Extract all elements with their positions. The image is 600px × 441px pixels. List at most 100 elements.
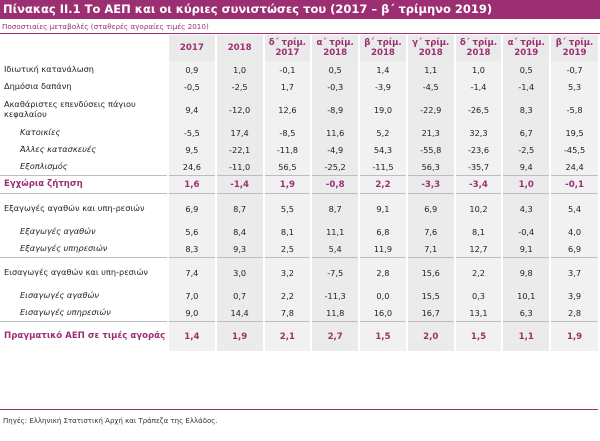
- table-cell: 2,8: [358, 257, 407, 287]
- table-cell: 8,3: [501, 95, 551, 124]
- table-cell: 1,1: [405, 61, 455, 78]
- table-cell: 1,5: [453, 321, 503, 351]
- row-label: Πραγματικό ΑΕΠ σε τιμές αγοράς: [0, 321, 168, 351]
- table-cell: 9,5: [167, 141, 216, 158]
- table-cell: 9,1: [501, 240, 551, 258]
- table-cell: 2,2: [358, 175, 407, 194]
- table-cell: -7,5: [310, 257, 360, 287]
- table-cell: -55,8: [405, 141, 455, 158]
- table-cell: -4,5: [405, 78, 455, 95]
- table-cell: 19,5: [549, 124, 598, 141]
- row-label: Εισαγωγές υπηρεσιών: [20, 306, 111, 317]
- table-cell: 12,6: [262, 95, 312, 124]
- table-cell: 12,7: [453, 240, 503, 258]
- table-cell: 9,3: [214, 240, 264, 258]
- table-cell: -0,7: [549, 61, 598, 78]
- table-cell: -5,8: [549, 95, 598, 124]
- table-cell: 7,6: [405, 223, 455, 240]
- row-label: Εξαγωγές αγαθών και υπη-ρεσιών: [0, 193, 168, 223]
- table-cell: 1,0: [501, 175, 551, 194]
- table-cell: -3,9: [358, 78, 407, 95]
- column-header: α΄ τρίμ. 2018: [310, 35, 360, 61]
- table-cell: 24,6: [167, 158, 216, 176]
- table-cell: -45,5: [549, 141, 598, 158]
- table-cell: 3,9: [549, 287, 598, 304]
- table-cell: 1,4: [358, 61, 407, 78]
- table-cell: 7,4: [167, 257, 216, 287]
- table-row: Εγχώρια ζήτηση 1,6 -1,4 1,9 -0,8 2,2 -3,3 -3,4 1…: [0, 175, 598, 194]
- table-cell: 7,0: [167, 287, 216, 304]
- table-cell: 1,4: [167, 321, 216, 351]
- column-header: α΄ τρίμ. 2019: [501, 35, 551, 61]
- table-cell: -1,4: [453, 78, 503, 95]
- table-cell: 16,0: [358, 304, 407, 322]
- table-row: Εξαγωγές υπηρεσιών 8,3 9,3 2,5 5,4 11,9 7,1 12,…: [0, 240, 598, 258]
- table-cell: -0,5: [167, 78, 216, 95]
- row-label: Εισαγωγές αγαθών και υπη-ρεσιών: [0, 257, 168, 287]
- table-cell: 8,1: [453, 223, 503, 240]
- table-cell: 9,4: [167, 95, 216, 124]
- table-cell: 11,8: [310, 304, 360, 322]
- table-row: Εξαγωγές αγαθών 5,6 8,4 8,1 11,1 6,8 7,6 8,1 -0,…: [0, 223, 598, 240]
- table-cell: -35,7: [453, 158, 503, 176]
- table-cell: -8,9: [310, 95, 360, 124]
- table-cell: 13,1: [453, 304, 503, 322]
- table-cell: 0,5: [310, 61, 360, 78]
- table-cell: -2,5: [214, 78, 264, 95]
- table-cell: 0,0: [358, 287, 407, 304]
- table-cell: -3,3: [405, 175, 455, 194]
- table-cell: 15,6: [405, 257, 455, 287]
- table-cell: 0,3: [453, 287, 503, 304]
- table-cell: 54,3: [358, 141, 407, 158]
- table-subtitle: Ποσοστιαίες μεταβολές (σταθερές αγοραίες…: [2, 22, 209, 31]
- table-row: Πραγματικό ΑΕΠ σε τιμές αγοράς 1,4 1,9 2,1 2…: [0, 321, 598, 351]
- table-cell: -2,5: [501, 141, 551, 158]
- table-cell: 11,6: [310, 124, 360, 141]
- table-cell: -23,6: [453, 141, 503, 158]
- bottom-divider: [0, 409, 598, 410]
- table-cell: 2,8: [549, 304, 598, 322]
- table-cell: -11,5: [358, 158, 407, 176]
- table-cell: 16,7: [405, 304, 455, 322]
- table-row: Εξαγωγές αγαθών και υπη-ρεσιών 6,9 8,7 5,5 8…: [0, 193, 598, 223]
- column-header: β΄ τρίμ. 2018: [358, 35, 407, 61]
- table-cell: -11,8: [262, 141, 312, 158]
- table-cell: 5,4: [549, 193, 598, 223]
- table-cell: 1,1: [501, 321, 551, 351]
- table-cell: 2,1: [262, 321, 312, 351]
- table-cell: 6,3: [501, 304, 551, 322]
- column-header: 2018: [214, 35, 264, 61]
- table-cell: 6,9: [167, 193, 216, 223]
- table-row: Εισαγωγές αγαθών και υπη-ρεσιών 7,4 3,0 3,2…: [0, 257, 598, 287]
- table-cell: -22,9: [405, 95, 455, 124]
- table-cell: 8,4: [214, 223, 264, 240]
- table-cell: 0,9: [167, 61, 216, 78]
- table-cell: 8,7: [214, 193, 264, 223]
- table-cell: 2,2: [262, 287, 312, 304]
- table-cell: -1,4: [501, 78, 551, 95]
- table-cell: 1,7: [262, 78, 312, 95]
- column-header: δ΄ τρίμ. 2017: [262, 35, 312, 61]
- column-header: δ΄ τρίμ. 2018: [453, 35, 503, 61]
- table-cell: 1,6: [167, 175, 216, 194]
- table-cell: -5,5: [167, 124, 216, 141]
- table-row: Εισαγωγές αγαθών 7,0 0,7 2,2 -11,3 0,0 15,5 0,3…: [0, 287, 598, 304]
- table-cell: -11,3: [310, 287, 360, 304]
- table-cell: 19,0: [358, 95, 407, 124]
- table-cell: 1,0: [214, 61, 264, 78]
- table-cell: 15,5: [405, 287, 455, 304]
- table-cell: 5,4: [310, 240, 360, 258]
- table-cell: 56,3: [405, 158, 455, 176]
- table-body: Ιδιωτική κατανάλωση 0,9 1,0 -0,1 0,5 1,4 1,1 1,…: [0, 61, 598, 351]
- source-note: Πηγές: Ελληνική Στατιστική Αρχή και Τράπ…: [3, 417, 218, 425]
- table-cell: 0,7: [214, 287, 264, 304]
- table-row: Εξοπλισμός 24,6 -11,0 56,5 -25,2 -11,5 56,3 -35…: [0, 158, 598, 176]
- table-cell: 1,9: [549, 321, 598, 351]
- table-cell: -12,0: [214, 95, 264, 124]
- table-row: Ακαθάριστες επενδύσεις πάγιου κεφαλαίου 9…: [0, 95, 598, 124]
- table-cell: -4,9: [310, 141, 360, 158]
- table-cell: 5,6: [167, 223, 216, 240]
- row-label: Δημόσια δαπάνη: [4, 80, 72, 91]
- table-cell: 14,4: [214, 304, 264, 322]
- column-header: 2017: [167, 35, 216, 61]
